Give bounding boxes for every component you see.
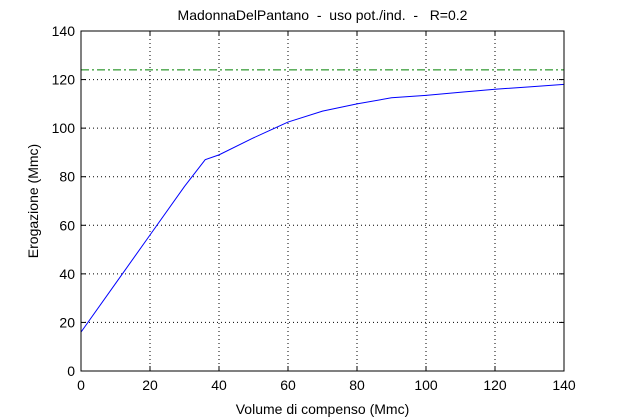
tick-marks <box>80 30 565 372</box>
chart-title: MadonnaDelPantano - uso pot./ind. - R=0.… <box>178 7 468 23</box>
y-tick-label: 20 <box>59 314 75 330</box>
x-tick-label: 40 <box>211 377 227 393</box>
x-tick-label: 0 <box>77 377 85 393</box>
y-tick-label: 100 <box>52 120 76 136</box>
x-tick-label: 120 <box>483 377 507 393</box>
x-tick-label: 60 <box>280 377 296 393</box>
grid-lines <box>81 31 564 371</box>
plot-frame <box>80 30 565 372</box>
x-tick-label: 80 <box>349 377 365 393</box>
x-tick-label: 20 <box>142 377 158 393</box>
series-layer <box>80 69 565 333</box>
y-tick-label: 0 <box>67 363 75 379</box>
y-tick-label: 60 <box>59 217 75 233</box>
y-axis-label: Erogazione (Mmc) <box>25 144 41 258</box>
y-tick-label: 40 <box>59 266 75 282</box>
y-tick-label: 120 <box>52 72 76 88</box>
y-tick-label: 80 <box>59 169 75 185</box>
x-tick-label: 100 <box>414 377 438 393</box>
series-line-1 <box>80 83 565 333</box>
y-tick-label: 140 <box>52 23 76 39</box>
x-axis-label: Volume di compenso (Mmc) <box>236 401 410 417</box>
plot-area <box>81 31 564 371</box>
x-tick-label: 140 <box>552 377 576 393</box>
tick-labels: 0 20 40 60 80 100 120 140 0 20 40 60 80 100 120 140 <box>52 23 576 393</box>
